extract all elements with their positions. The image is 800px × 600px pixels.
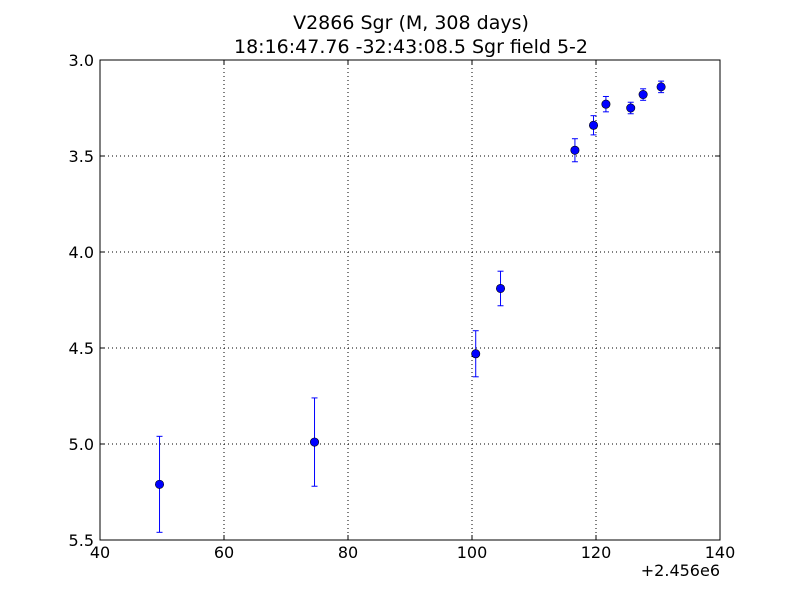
x-tick-label: 120 — [581, 543, 612, 562]
data-point — [626, 103, 636, 113]
x-tick-label: 40 — [90, 543, 110, 562]
data-points — [155, 82, 666, 489]
y-tick-label: 5.0 — [69, 435, 94, 454]
x-axis-offset-label: +2.456e6 — [641, 561, 720, 580]
x-tick-label: 140 — [705, 543, 736, 562]
x-tick-labels: 40 60 80 100 120 140 — [90, 543, 735, 562]
chart-subtitle: 18:16:47.76 -32:43:08.5 Sgr field 5-2 — [234, 36, 588, 58]
data-point — [638, 90, 648, 100]
chart-title: V2866 Sgr (M, 308 days) — [293, 12, 529, 34]
x-tick-label: 80 — [338, 543, 358, 562]
axis-ticks — [99, 59, 721, 541]
x-tick-label: 100 — [457, 543, 488, 562]
data-point — [471, 349, 481, 359]
data-point — [570, 145, 580, 155]
y-tick-label: 3.0 — [69, 51, 94, 70]
data-point — [310, 437, 320, 447]
y-tick-label: 3.5 — [69, 147, 94, 166]
x-tick-label: 60 — [214, 543, 234, 562]
y-tick-label: 4.5 — [69, 339, 94, 358]
data-point — [656, 82, 666, 92]
grid-lines — [100, 60, 720, 540]
data-point — [601, 99, 611, 109]
plot-frame — [99, 59, 721, 541]
data-point — [496, 283, 506, 293]
y-tick-labels: 3.0 3.5 4.0 4.5 5.0 5.5 — [69, 51, 94, 550]
y-tick-label: 5.5 — [69, 531, 94, 550]
data-point — [589, 120, 599, 130]
data-point — [155, 479, 165, 489]
error-bars — [156, 80, 665, 533]
y-tick-label: 4.0 — [69, 243, 94, 262]
